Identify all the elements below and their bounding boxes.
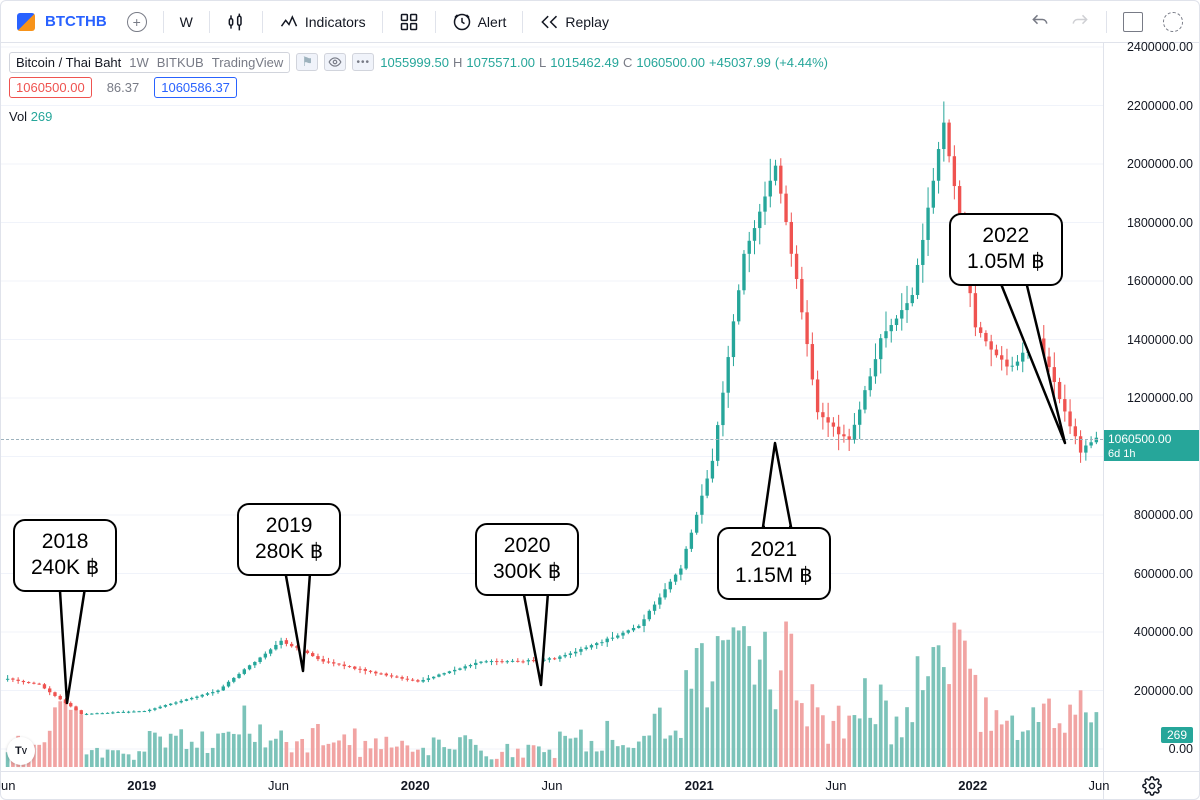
ask-box[interactable]: 1060586.37: [154, 77, 237, 98]
last-price-flag: 1060500.00: [1104, 430, 1199, 448]
annotation-callout[interactable]: 2019280K ฿: [237, 503, 341, 576]
chart-area[interactable]: Bitcoin / Thai Baht 1W BITKUB TradingVie…: [1, 43, 1199, 771]
volume-legend: Vol 269: [9, 109, 52, 124]
axis-settings-button[interactable]: [1103, 772, 1199, 799]
legend-more-icon[interactable]: •••: [352, 53, 374, 71]
layout-button[interactable]: [1115, 7, 1151, 37]
undo-icon: [1030, 12, 1050, 32]
undo-button[interactable]: [1022, 7, 1058, 37]
yaxis-tick: 600000.00: [1134, 567, 1193, 581]
interval-button[interactable]: W: [172, 7, 201, 37]
symbol-logo-icon: [17, 13, 35, 31]
replay-button[interactable]: Replay: [531, 7, 617, 37]
annotation-callout[interactable]: 20221.05M ฿: [949, 213, 1063, 286]
redo-button[interactable]: [1062, 7, 1098, 37]
spread-box: 86.37: [100, 77, 147, 98]
bid-ask-boxes: 1060500.00 86.37 1060586.37: [9, 77, 237, 98]
app-root: BTCTHB + W Indicators Alert Replay: [0, 0, 1200, 800]
replay-icon: [539, 12, 559, 32]
fullscreen-icon: [1163, 12, 1183, 32]
flag-icon[interactable]: ⚑: [296, 53, 318, 71]
xaxis-tick: 2021: [685, 778, 714, 793]
xaxis-tick: Jun: [542, 778, 563, 793]
annotation-callout[interactable]: 20211.15M ฿: [717, 527, 831, 600]
xaxis-tick: Jun: [268, 778, 289, 793]
symbol-legend: Bitcoin / Thai Baht 1W BITKUB TradingVie…: [9, 49, 828, 75]
grid-icon: [399, 12, 419, 32]
bid-box[interactable]: 1060500.00: [9, 77, 92, 98]
annotation-callout[interactable]: 2018240K ฿: [13, 519, 117, 592]
yaxis-tick: 400000.00: [1134, 625, 1193, 639]
fullscreen-button[interactable]: [1155, 7, 1191, 37]
indicators-icon: [279, 12, 299, 32]
alert-icon: [452, 12, 472, 32]
ohlc-readout: 1055999.50 H1075571.00 L1015462.49 C1060…: [380, 55, 828, 70]
price-axis[interactable]: 0.00 200000.00 400000.00 600000.00 800000.00…: [1103, 43, 1199, 771]
yaxis-tick: 200000.00: [1134, 684, 1193, 698]
last-price-line: [1, 439, 1103, 440]
annotation-callout[interactable]: 2020300K ฿: [475, 523, 579, 596]
volume-flag: 269: [1161, 727, 1193, 743]
square-icon: [1123, 12, 1143, 32]
chart-canvas[interactable]: [1, 43, 1103, 771]
xaxis-tick: 2019: [127, 778, 156, 793]
chart-type-button[interactable]: [218, 7, 254, 37]
visibility-icon[interactable]: [324, 53, 346, 71]
time-axis[interactable]: Jun2019Jun2020Jun2021Jun2022Jun: [1, 772, 1103, 799]
add-symbol-button[interactable]: +: [119, 7, 155, 37]
gear-icon: [1142, 776, 1162, 796]
yaxis-tick: 1400000.00: [1127, 333, 1193, 347]
yaxis-tick: 1200000.00: [1127, 391, 1193, 405]
indicators-button[interactable]: Indicators: [271, 7, 374, 37]
alert-button[interactable]: Alert: [444, 7, 515, 37]
yaxis-tick: 1800000.00: [1127, 216, 1193, 230]
symbol-label: BTCTHB: [45, 13, 107, 30]
yaxis-tick: 2000000.00: [1127, 157, 1193, 171]
top-toolbar: BTCTHB + W Indicators Alert Replay: [1, 1, 1199, 43]
xaxis-tick: 2020: [401, 778, 430, 793]
yaxis-tick: 2200000.00: [1127, 99, 1193, 113]
yaxis-tick: 2400000.00: [1127, 40, 1193, 54]
templates-button[interactable]: [391, 7, 427, 37]
symbol-button[interactable]: BTCTHB: [9, 7, 115, 37]
candles-icon: [226, 12, 246, 32]
xaxis-tick: Jun: [826, 778, 847, 793]
xaxis-tick: Jun: [0, 778, 15, 793]
yaxis-tick: 1600000.00: [1127, 274, 1193, 288]
legend-symbol-box[interactable]: Bitcoin / Thai Baht 1W BITKUB TradingVie…: [9, 52, 290, 73]
yaxis-tick: 0.00: [1169, 742, 1193, 756]
tradingview-badge-icon[interactable]: TV: [7, 737, 35, 765]
chart-pane[interactable]: Bitcoin / Thai Baht 1W BITKUB TradingVie…: [1, 43, 1103, 771]
time-axis-row: Jun 2019 Jun 2020 Jun 2021 Jun 2022 Jun: [1, 771, 1199, 799]
redo-icon: [1070, 12, 1090, 32]
xaxis-tick: Jun: [1089, 778, 1110, 793]
xaxis-tick: 2022: [958, 778, 987, 793]
countdown-flag: 6d 1h: [1104, 447, 1199, 461]
yaxis-tick: 800000.00: [1134, 508, 1193, 522]
